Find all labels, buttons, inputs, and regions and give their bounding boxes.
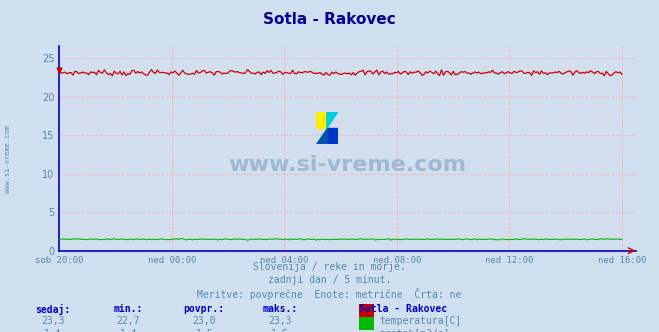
Text: www.si-vreme.com: www.si-vreme.com — [229, 155, 467, 175]
Text: povpr.:: povpr.: — [184, 304, 225, 314]
Text: min.:: min.: — [114, 304, 143, 314]
Text: Slovenija / reke in morje.: Slovenija / reke in morje. — [253, 262, 406, 272]
Text: 22,7: 22,7 — [117, 316, 140, 326]
Text: 1,4: 1,4 — [120, 329, 137, 332]
Text: pretok[m3/s]: pretok[m3/s] — [379, 329, 449, 332]
Polygon shape — [327, 112, 338, 128]
Text: 23,3: 23,3 — [41, 316, 65, 326]
Text: Sotla - Rakovec: Sotla - Rakovec — [359, 304, 447, 314]
Text: 23,0: 23,0 — [192, 316, 216, 326]
Text: 1,4: 1,4 — [44, 329, 61, 332]
Text: zadnji dan / 5 minut.: zadnji dan / 5 minut. — [268, 275, 391, 285]
Text: Sotla - Rakovec: Sotla - Rakovec — [263, 12, 396, 27]
Text: temperatura[C]: temperatura[C] — [379, 316, 461, 326]
Bar — [316, 112, 327, 128]
Text: 1,6: 1,6 — [272, 329, 289, 332]
Text: www.si-vreme.com: www.si-vreme.com — [5, 125, 11, 193]
Text: maks.:: maks.: — [262, 304, 298, 314]
Text: 1,5: 1,5 — [196, 329, 213, 332]
Polygon shape — [316, 128, 327, 144]
Text: sedaj:: sedaj: — [35, 304, 71, 315]
Text: Meritve: povprečne  Enote: metrične  Črta: ne: Meritve: povprečne Enote: metrične Črta:… — [197, 288, 462, 299]
Bar — [327, 128, 338, 144]
Text: 23,3: 23,3 — [268, 316, 292, 326]
